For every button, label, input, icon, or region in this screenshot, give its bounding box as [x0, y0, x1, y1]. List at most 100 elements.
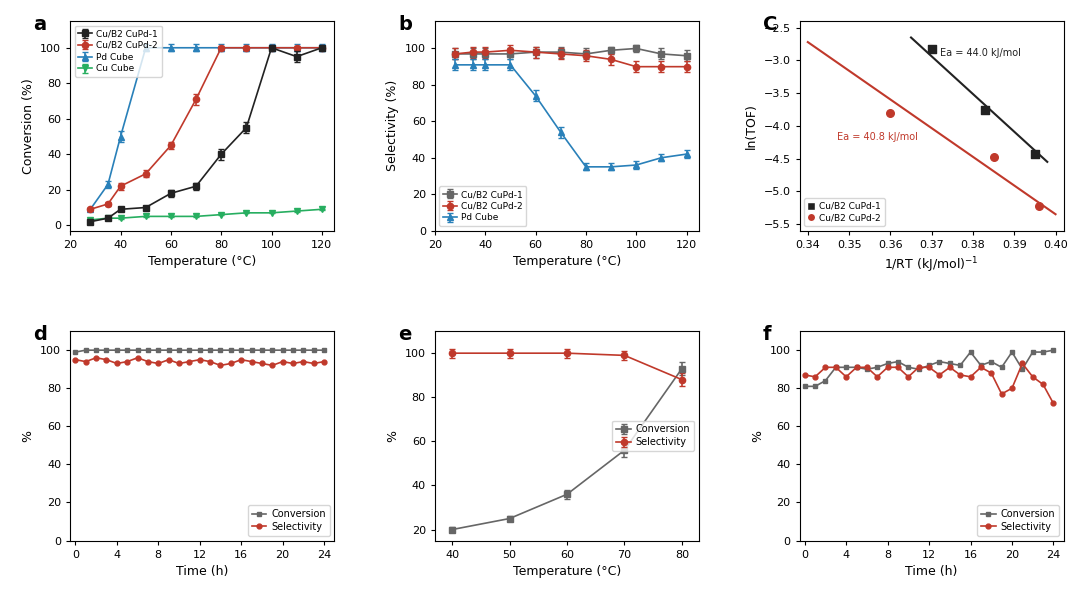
Conversion: [974, 362, 987, 369]
Conversion: [204, 347, 217, 354]
Conversion: [798, 383, 811, 390]
Selectivity: [861, 364, 874, 371]
Selectivity: [829, 364, 842, 371]
Point: [881, 108, 899, 118]
Selectivity: [954, 371, 967, 379]
Selectivity: [266, 362, 279, 369]
Conversion: [69, 349, 82, 356]
Text: d: d: [33, 325, 48, 344]
Conversion: [891, 358, 904, 365]
Conversion: [79, 347, 92, 354]
X-axis label: Time (h): Time (h): [176, 565, 229, 578]
Conversion: [297, 347, 310, 354]
Conversion: [839, 364, 852, 371]
Conversion: [829, 364, 842, 371]
Conversion: [225, 347, 238, 354]
Selectivity: [225, 360, 238, 367]
Selectivity: [995, 390, 1008, 397]
Text: Ea = 44.0 kJ/mol: Ea = 44.0 kJ/mol: [940, 48, 1021, 58]
Conversion: [933, 358, 946, 365]
Selectivity: [1016, 360, 1029, 367]
Point: [1030, 201, 1048, 211]
Line: Selectivity: Selectivity: [802, 361, 1056, 406]
X-axis label: 1/RT (kJ/mol)$^{-1}$: 1/RT (kJ/mol)$^{-1}$: [885, 255, 978, 275]
Conversion: [819, 377, 832, 384]
Selectivity: [131, 354, 144, 361]
Point: [923, 45, 941, 54]
Conversion: [913, 365, 926, 373]
Selectivity: [798, 371, 811, 379]
Selectivity: [870, 373, 883, 381]
X-axis label: Time (h): Time (h): [905, 565, 958, 578]
Conversion: [850, 364, 863, 371]
Selectivity: [193, 356, 206, 364]
Conversion: [943, 360, 956, 367]
Conversion: [100, 347, 113, 354]
Conversion: [214, 347, 227, 354]
Conversion: [1005, 349, 1018, 356]
Legend: Cu/B2 CuPd-1, Cu/B2 CuPd-2, Pd Cube: Cu/B2 CuPd-1, Cu/B2 CuPd-2, Pd Cube: [440, 187, 526, 226]
Selectivity: [69, 356, 82, 364]
Conversion: [922, 362, 935, 369]
Selectivity: [286, 360, 299, 367]
X-axis label: Temperature (°C): Temperature (°C): [513, 565, 621, 578]
Conversion: [964, 349, 977, 356]
Conversion: [141, 347, 154, 354]
Conversion: [809, 383, 822, 390]
Selectivity: [100, 356, 113, 364]
Selectivity: [318, 358, 330, 365]
Text: b: b: [397, 15, 411, 34]
Selectivity: [933, 371, 946, 379]
Selectivity: [110, 360, 123, 367]
Point: [976, 104, 994, 114]
Conversion: [110, 347, 123, 354]
Conversion: [245, 347, 258, 354]
Selectivity: [943, 364, 956, 371]
Selectivity: [173, 360, 186, 367]
Text: f: f: [762, 325, 771, 344]
Selectivity: [204, 358, 217, 365]
Conversion: [1047, 347, 1059, 354]
X-axis label: Temperature (°C): Temperature (°C): [148, 255, 256, 268]
Selectivity: [1037, 381, 1050, 388]
Conversion: [162, 347, 175, 354]
Conversion: [870, 364, 883, 371]
Conversion: [256, 347, 269, 354]
Legend: Conversion, Selectivity: Conversion, Selectivity: [247, 505, 329, 536]
Selectivity: [214, 362, 227, 369]
Conversion: [183, 347, 195, 354]
Y-axis label: ln(TOF): ln(TOF): [745, 103, 758, 149]
Conversion: [276, 347, 289, 354]
Selectivity: [839, 373, 852, 381]
Legend: Cu/B2 CuPd-1, Cu/B2 CuPd-2, Pd Cube, Cu Cube: Cu/B2 CuPd-1, Cu/B2 CuPd-2, Pd Cube, Cu …: [75, 25, 162, 77]
Selectivity: [90, 354, 103, 361]
Y-axis label: %: %: [751, 430, 764, 442]
Conversion: [193, 347, 206, 354]
Selectivity: [819, 364, 832, 371]
Text: a: a: [33, 15, 46, 34]
Selectivity: [850, 364, 863, 371]
Conversion: [1037, 349, 1050, 356]
Conversion: [995, 364, 1008, 371]
Y-axis label: Conversion (%): Conversion (%): [22, 78, 35, 174]
Selectivity: [809, 373, 822, 381]
Selectivity: [162, 356, 175, 364]
Selectivity: [1026, 373, 1039, 381]
Selectivity: [121, 358, 134, 365]
Line: Conversion: Conversion: [73, 348, 326, 355]
Line: Conversion: Conversion: [802, 348, 1056, 389]
Selectivity: [985, 370, 998, 377]
Conversion: [318, 347, 330, 354]
Conversion: [861, 365, 874, 373]
Point: [985, 152, 1002, 162]
Selectivity: [297, 358, 310, 365]
Selectivity: [276, 358, 289, 365]
Y-axis label: %: %: [387, 430, 400, 442]
Selectivity: [245, 358, 258, 365]
Line: Selectivity: Selectivity: [73, 355, 326, 368]
Conversion: [173, 347, 186, 354]
Conversion: [90, 347, 103, 354]
Legend: Conversion, Selectivity: Conversion, Selectivity: [977, 505, 1058, 536]
Point: [1026, 149, 1043, 159]
Selectivity: [881, 364, 894, 371]
